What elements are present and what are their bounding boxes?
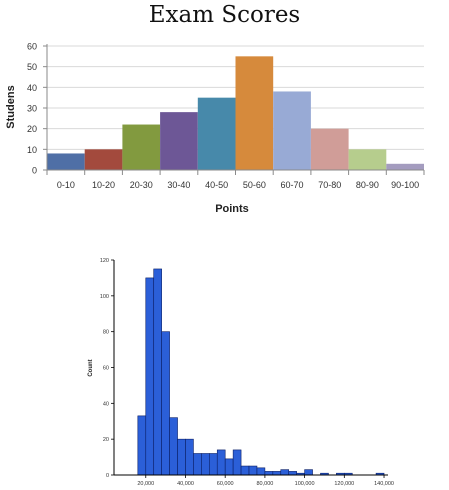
histogram-bar bbox=[288, 471, 297, 476]
x-tick-label: 80-90 bbox=[356, 180, 379, 190]
y-tick-label: 0 bbox=[106, 473, 109, 479]
bars bbox=[137, 268, 385, 476]
y-tick-label: 40 bbox=[103, 401, 109, 407]
axes bbox=[43, 44, 425, 175]
x-axis-title: Points bbox=[215, 203, 249, 215]
histogram-bar bbox=[137, 415, 147, 476]
histogram-bar bbox=[240, 465, 250, 476]
histogram-bar bbox=[304, 469, 313, 476]
y-axis-title: Studens bbox=[5, 85, 17, 128]
bar-90-100 bbox=[386, 163, 424, 170]
y-tick-label: 60 bbox=[27, 42, 37, 52]
y-tick-label: 120 bbox=[100, 258, 109, 264]
histogram-bar bbox=[153, 268, 162, 476]
x-tick-label: 10-20 bbox=[92, 180, 115, 190]
histogram-bar bbox=[145, 277, 155, 476]
x-tick-label: 90-100 bbox=[391, 180, 419, 190]
histogram-bar bbox=[201, 453, 210, 476]
histogram-bar bbox=[264, 471, 274, 476]
histogram-bar bbox=[193, 453, 202, 476]
bar-70-80 bbox=[310, 128, 349, 170]
histogram-bar bbox=[185, 438, 194, 476]
axes bbox=[111, 259, 388, 478]
x-tick-label: 50-60 bbox=[243, 180, 266, 190]
histogram-bar bbox=[272, 471, 282, 476]
x-tick-label: 40-50 bbox=[205, 180, 228, 190]
y-tick-label: 80 bbox=[103, 330, 109, 336]
x-tick-label: 20,000 bbox=[137, 481, 154, 487]
y-tick-label: 100 bbox=[100, 294, 109, 300]
x-tick-label: 80,000 bbox=[256, 481, 273, 487]
x-tick-label: 20-30 bbox=[130, 180, 153, 190]
bar-80-90 bbox=[348, 149, 387, 170]
tick-labels: 0 20 40 60 80 100 120 20,000 40,000 60,000 80,000 1… bbox=[100, 258, 394, 487]
bars bbox=[47, 56, 424, 171]
histogram-bar bbox=[232, 449, 242, 476]
x-tick-label: 70-80 bbox=[318, 180, 341, 190]
histogram-bar bbox=[248, 465, 258, 476]
bar-50-60 bbox=[235, 56, 274, 171]
y-tick-label: 60 bbox=[103, 366, 109, 372]
x-tick-label: 40,000 bbox=[177, 481, 194, 487]
x-tick-label: 60-70 bbox=[281, 180, 304, 190]
y-tick-label: 0 bbox=[32, 166, 37, 176]
histogram-bar bbox=[209, 453, 218, 476]
bar-0-10 bbox=[47, 153, 85, 170]
histogram-bar bbox=[256, 467, 266, 476]
bar-20-30 bbox=[122, 124, 161, 170]
y-tick-label: 50 bbox=[27, 62, 37, 72]
tick-labels: 0 10 20 30 40 50 60 0-10 10-20 20-30 30-40 40-50 50-… bbox=[27, 42, 419, 191]
histogram-bar bbox=[224, 458, 234, 476]
y-tick-label: 40 bbox=[27, 83, 37, 93]
histogram-bar bbox=[280, 469, 290, 476]
x-tick-label: 100,000 bbox=[295, 481, 315, 487]
bar-60-70 bbox=[273, 91, 311, 170]
x-tick-label: 140,000 bbox=[374, 481, 394, 487]
y-tick-label: 30 bbox=[27, 104, 37, 114]
bar-30-40 bbox=[160, 112, 198, 170]
y-axis-title: Count bbox=[88, 359, 94, 376]
y-tick-label: 20 bbox=[27, 124, 37, 134]
x-tick-label: 120,000 bbox=[334, 481, 354, 487]
y-tick-label: 10 bbox=[27, 145, 37, 155]
x-tick-label: 30-40 bbox=[167, 180, 190, 190]
histogram-bar bbox=[216, 449, 226, 476]
chart-title: Exam Scores bbox=[148, 2, 301, 28]
histogram-bar bbox=[177, 438, 186, 476]
bar-40-50 bbox=[197, 97, 236, 170]
histogram-bar bbox=[161, 331, 170, 476]
x-tick-label: 0-10 bbox=[57, 180, 75, 190]
exam-scores-chart: 0 10 20 30 40 50 60 0-10 10-20 20-30 30-40 40-50 50-… bbox=[5, 42, 425, 215]
y-tick-label: 20 bbox=[103, 437, 109, 443]
histogram-bar bbox=[169, 417, 178, 476]
x-tick-label: 60,000 bbox=[217, 481, 234, 487]
bar-10-20 bbox=[84, 149, 123, 170]
